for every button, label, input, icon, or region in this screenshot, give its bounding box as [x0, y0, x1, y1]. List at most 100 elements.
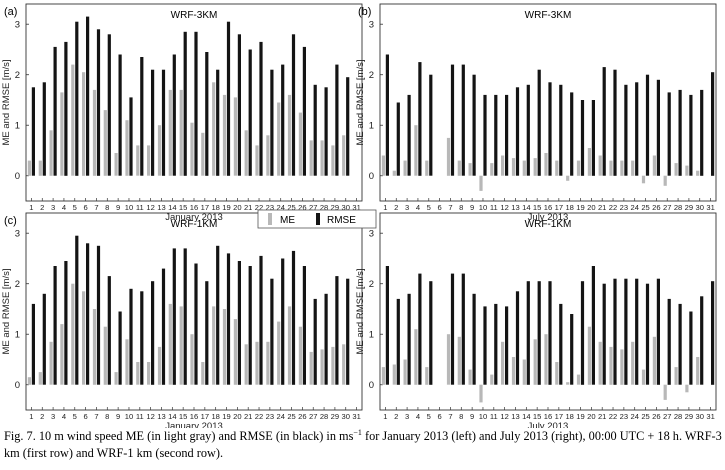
- panel-4-me-bar-24: [631, 341, 635, 385]
- panel-3-me-bar-1: [27, 377, 31, 385]
- panel-4-me-bar-7: [446, 334, 451, 385]
- panel-2-me-bar-20: [587, 148, 591, 176]
- panel-4-xtick-label-15: 15: [533, 412, 541, 421]
- panel-4-me-bar-14: [522, 359, 526, 385]
- panel-2-rmse-bar-5: [429, 74, 433, 176]
- panel-1-rmse-bar-24: [281, 64, 285, 176]
- caption-text-1: Fig. 7. 10 m wind speed ME (in light gra…: [4, 429, 354, 443]
- panel-2-me-bar-23: [620, 160, 624, 176]
- panel-3-xtick-label-29: 29: [331, 412, 339, 421]
- panel-4-xtick-label-2: 2: [394, 412, 398, 421]
- panel-1-rmse-bar-1: [31, 87, 35, 176]
- panel-4-rmse-bar-28: [678, 303, 682, 385]
- panel-1-rmse-bar-6: [86, 16, 90, 176]
- panel-4-xtick-label-27: 27: [663, 412, 671, 421]
- panel-3-xtick-label-12: 12: [146, 412, 154, 421]
- panel-1-rmse-bar-7: [96, 29, 101, 176]
- panel-4-rmse-bar-30: [700, 296, 704, 385]
- panel-4-me-bar-21: [598, 341, 602, 385]
- panel-1-xtick-label-9: 9: [116, 203, 120, 212]
- panel-3-xtick-label-23: 23: [266, 412, 274, 421]
- panel-3-rmse-bar-3: [53, 266, 57, 385]
- panel-3-ytick-label: 0: [15, 380, 20, 391]
- panel-3-xtick-label-1: 1: [29, 412, 33, 421]
- panel-1-rmse-bar-17: [205, 52, 209, 176]
- panel-2-xtick-label-26: 26: [652, 203, 660, 212]
- panel-2-me-bar-30: [696, 170, 700, 176]
- panel-1-me-bar-2: [38, 160, 42, 176]
- panel-2-rmse-bar-26: [656, 79, 660, 176]
- panel-4-rmse-bar-4: [418, 273, 422, 385]
- panel-2-me-bar-8: [457, 160, 461, 176]
- panel-2-xtick-label-6: 6: [437, 203, 441, 212]
- panel-4-me-bar-25: [641, 369, 646, 385]
- panel-2-rmse-bar-20: [591, 100, 595, 176]
- panel-1-xtick-label-12: 12: [146, 203, 154, 212]
- panel-3-rmse-bar-30: [346, 278, 350, 385]
- panel-4-xtick-label-22: 22: [609, 412, 617, 421]
- panel-2-ylabel: ME and RMSE [m/s]: [355, 59, 366, 145]
- panel-1-ytick-label: 0: [15, 171, 20, 182]
- panel-4-me-bar-2: [392, 364, 396, 385]
- panel-2-xtick-label-23: 23: [620, 203, 628, 212]
- panel-1-me-bar-15: [179, 89, 183, 176]
- panel-4-rmse-bar-1: [385, 266, 389, 385]
- panel-4-rmse-bar-7: [450, 273, 455, 385]
- panel-1-me-bar-24: [277, 102, 281, 176]
- panel-1-rmse-bar-18: [216, 69, 220, 176]
- panel-3-xtick-label-18: 18: [211, 412, 219, 421]
- panel-2-rmse-bar-11: [494, 94, 498, 176]
- panel-1-me-bar-11: [136, 145, 140, 176]
- panel-1-rmse-bar-22: [259, 41, 263, 176]
- panel-1-me-bar-4: [60, 92, 64, 176]
- panel-3-me-bar-14: [168, 303, 172, 385]
- legend-rmse-swatch: [316, 213, 320, 225]
- panel-3-me-bar-15: [179, 306, 183, 385]
- panel-2-me-bar-27: [663, 175, 667, 186]
- panel-1-xtick-label-22: 22: [255, 203, 263, 212]
- panel-4-rmse-bar-22: [613, 278, 617, 385]
- panel-1-me-bar-1: [27, 160, 31, 176]
- panel-4-xtick-label-30: 30: [696, 412, 704, 421]
- panel-3-me-bar-16: [190, 334, 194, 385]
- panel-1-rmse-bar-14: [172, 54, 176, 176]
- panel-2-xtick-label-1: 1: [383, 203, 387, 212]
- panel-3-rmse-bar-10: [129, 288, 133, 385]
- panel-2-rmse-bar-9: [472, 74, 476, 176]
- panel-3-xtick-label-24: 24: [276, 412, 284, 421]
- panel-2-me-bar-14: [522, 160, 526, 176]
- panel-3-xtick-label-20: 20: [233, 412, 241, 421]
- panel-2-xtick-label-4: 4: [416, 203, 420, 212]
- panel-3-rmse-bar-28: [324, 293, 328, 385]
- panel-2-rmse-bar-15: [537, 69, 541, 176]
- panel-1-rmse-bar-2: [42, 82, 46, 176]
- panel-1-rmse-bar-20: [237, 34, 241, 176]
- panel-2-rmse-bar-22: [613, 69, 617, 176]
- panel-4-rmse-bar-10: [483, 306, 487, 385]
- panel-4-ylabel: ME and RMSE [m/s]: [355, 268, 366, 354]
- panel-1-panel-label: (a): [4, 6, 17, 18]
- panel-3-me-bar-23: [266, 341, 270, 385]
- panel-1-xtick-label-6: 6: [83, 203, 87, 212]
- panel-2-me-bar-26: [652, 155, 656, 176]
- panel-2-xtick-label-11: 11: [490, 203, 498, 212]
- panel-4-xtick-label-8: 8: [459, 412, 463, 421]
- panel-4-xtick-label-19: 19: [576, 412, 584, 421]
- panel-3-rmse-bar-14: [172, 248, 176, 385]
- panel-2-me-bar-4: [414, 125, 418, 176]
- panel-1-xtick-label-4: 4: [62, 203, 66, 212]
- panel-2-me-bar-25: [641, 175, 646, 184]
- panel-4-me-bar-18: [566, 382, 570, 385]
- panel-4-me-bar-11: [490, 374, 494, 385]
- panel-4-xtick-label-7: 7: [448, 412, 452, 421]
- panel-3-xtick-label-3: 3: [51, 412, 55, 421]
- panel-2-rmse-bar-2: [396, 102, 400, 176]
- panel-1-me-bar-29: [331, 145, 335, 176]
- panel-2-me-bar-3: [403, 160, 407, 176]
- panel-3-xtick-label-7: 7: [94, 412, 98, 421]
- panel-2-me-bar-21: [598, 155, 602, 176]
- panel-2-me-bar-16: [544, 153, 548, 176]
- panel-3-me-bar-19: [222, 309, 227, 385]
